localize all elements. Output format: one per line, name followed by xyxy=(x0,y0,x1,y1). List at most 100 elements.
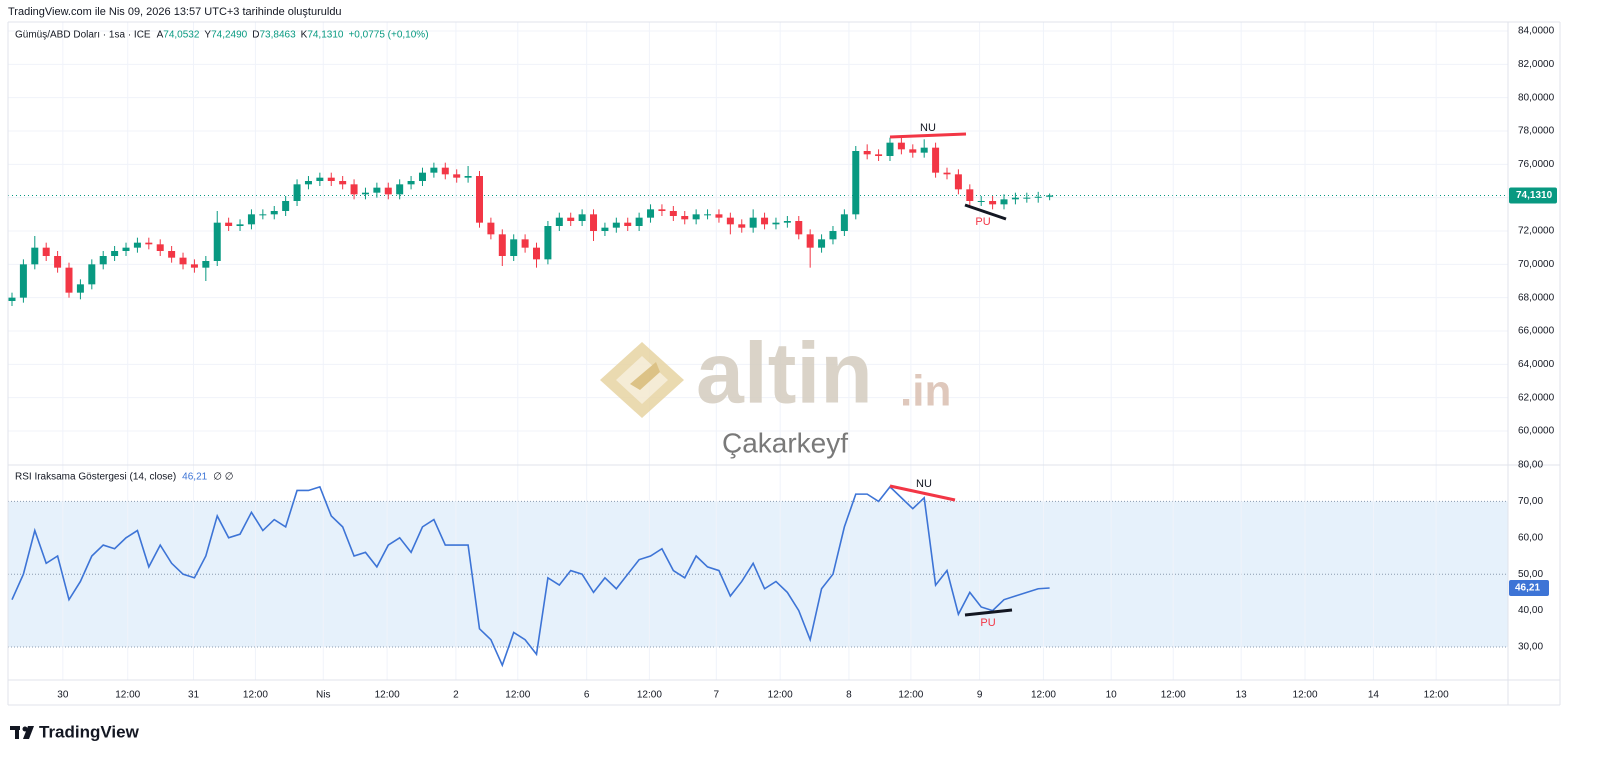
candle-body xyxy=(829,231,837,240)
candle-body xyxy=(31,247,39,265)
candle-body xyxy=(624,222,632,226)
candle-body xyxy=(407,181,415,185)
candle-body xyxy=(863,151,871,155)
x-tick-label: 8 xyxy=(846,690,852,701)
candle-body xyxy=(373,187,381,193)
y-tick-label: 40,00 xyxy=(1518,605,1543,616)
trendline xyxy=(889,132,967,139)
logo-shape xyxy=(22,726,28,732)
candle-body xyxy=(179,257,187,265)
candle-body xyxy=(692,214,700,220)
last-price-box xyxy=(1509,187,1557,204)
annotation: NU xyxy=(920,122,936,134)
y-tick-label: 76,0000 xyxy=(1518,159,1555,170)
candle-body xyxy=(795,221,803,235)
y-tick-label: 84,0000 xyxy=(1518,26,1555,37)
rsi-line xyxy=(11,485,1050,668)
legend-extra: ∅ ∅ xyxy=(213,472,233,483)
symbol: Gümüş/ABD Doları · 1sa · ICE xyxy=(15,30,151,41)
candle-body xyxy=(361,192,369,195)
x-tick-label: 12:00 xyxy=(637,690,662,701)
x-tick-label: 13 xyxy=(1236,690,1248,701)
candle-body xyxy=(259,214,267,216)
candle-body xyxy=(578,214,586,221)
candle-body xyxy=(42,247,50,256)
candle-body xyxy=(19,264,27,298)
candle-body xyxy=(932,147,940,173)
ohlc-letter: A xyxy=(157,30,164,41)
candle-body xyxy=(236,224,244,226)
candle-body xyxy=(327,177,335,181)
candle-body xyxy=(954,174,962,190)
x-tick-label: 12:00 xyxy=(768,690,793,701)
candle-body xyxy=(943,172,951,175)
y-tick-label: 72,0000 xyxy=(1518,226,1555,237)
y-tick-label: 70,0000 xyxy=(1518,259,1555,270)
candle-body xyxy=(225,222,233,226)
x-tick-label: 12:00 xyxy=(1031,690,1056,701)
watermark-brand: altin xyxy=(696,326,873,422)
candle-body xyxy=(76,284,84,293)
y-tick-label: 80,00 xyxy=(1518,460,1543,471)
candle-body xyxy=(384,187,392,195)
candle-body xyxy=(886,142,894,156)
ohlc-value: 73,8463 xyxy=(259,30,296,41)
y-tick-label: 82,0000 xyxy=(1518,59,1555,70)
candle-body xyxy=(441,167,449,175)
x-tick-label: 12:00 xyxy=(505,690,530,701)
candle-body xyxy=(818,239,826,248)
y-tick-label: 66,0000 xyxy=(1518,326,1555,337)
ohlc-letter: K xyxy=(301,30,308,41)
candle-body xyxy=(840,214,848,231)
candle-body xyxy=(145,242,153,245)
x-tick-label: 31 xyxy=(188,690,200,701)
candle-body xyxy=(1046,195,1054,197)
footer-brand: TradingView xyxy=(39,722,140,741)
x-tick-label: 12:00 xyxy=(243,690,268,701)
x-tick-label: 12:00 xyxy=(115,690,140,701)
candle-body xyxy=(88,264,96,285)
candle-body xyxy=(852,151,860,215)
watermark-domain: .in xyxy=(900,367,951,416)
candle-body xyxy=(875,154,883,156)
candle-body xyxy=(111,251,119,256)
candle-body xyxy=(282,201,290,211)
candle-body xyxy=(122,247,130,251)
change: +0,0775 (+0,10%) xyxy=(348,30,428,41)
x-tick-label: Nis xyxy=(316,690,330,701)
legend-value: 46,21 xyxy=(182,472,207,483)
candle-body xyxy=(156,244,164,251)
candle-body xyxy=(783,221,791,223)
candle-body xyxy=(897,142,905,150)
candle-body xyxy=(498,234,506,256)
y-tick-label: 50,00 xyxy=(1518,569,1543,580)
candle-body xyxy=(635,217,643,226)
candle-body xyxy=(247,214,255,225)
created-note: TradingView.com ile Nis 09, 2026 13:57 U… xyxy=(8,6,342,18)
trendline xyxy=(889,484,956,502)
candle-body xyxy=(715,214,723,218)
logo-shape xyxy=(15,726,19,739)
trendline xyxy=(964,203,1007,221)
candle-body xyxy=(669,211,677,216)
y-tick-label: 60,0000 xyxy=(1518,426,1555,437)
candle-body xyxy=(213,222,221,261)
candle-body xyxy=(544,226,552,260)
candle-body xyxy=(601,227,609,231)
candle-body xyxy=(133,242,141,248)
y-tick-label: 64,0000 xyxy=(1518,359,1555,370)
candle-body xyxy=(977,201,985,202)
candle-body xyxy=(99,256,107,265)
candle-body xyxy=(304,181,312,185)
ohlc-letter: Y xyxy=(204,30,211,41)
candle-body xyxy=(168,251,176,258)
candle-body xyxy=(909,149,917,153)
ohlc-letter: D xyxy=(252,30,259,41)
candle-body xyxy=(590,214,598,231)
watermark: altin .in Çakarkeyf xyxy=(600,326,951,458)
x-tick-label: 10 xyxy=(1106,690,1118,701)
x-tick-label: 7 xyxy=(714,690,720,701)
candle-body xyxy=(339,181,347,185)
x-tick-label: 12:00 xyxy=(1293,690,1318,701)
